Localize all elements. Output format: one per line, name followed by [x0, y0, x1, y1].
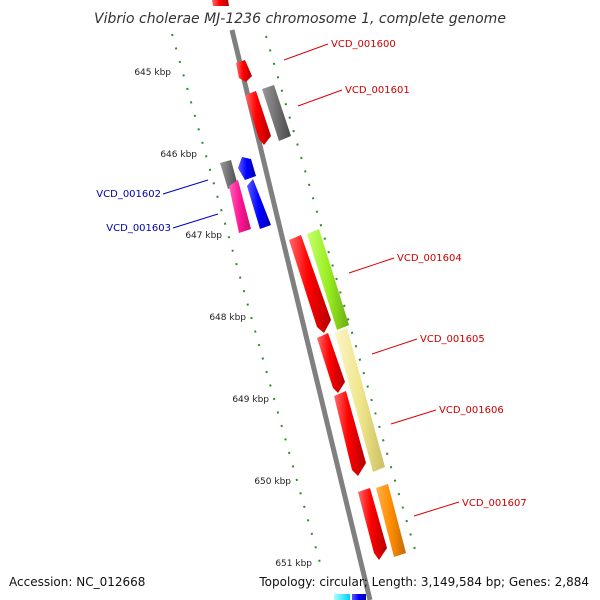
callout-line-vcd-001604 [348, 257, 395, 274]
tick-label-647: 647 kbp [185, 231, 222, 241]
callout-line-vcd-001600 [283, 43, 329, 61]
gene-label-vcd-001603[interactable]: VCD_001603 [106, 223, 171, 234]
callout-line-vcd-001603 [172, 213, 219, 229]
gene-feature-vcd-001601-neighbor [262, 85, 291, 141]
gene-feature-vcd-001602[interactable] [238, 157, 256, 180]
tick-label-651: 651 kbp [275, 559, 312, 569]
gene-label-vcd-001602[interactable]: VCD_001602 [96, 189, 161, 200]
gene-label-vcd-001606[interactable]: VCD_001606 [439, 405, 504, 416]
map-title: Vibrio cholerae MJ-1236 chromosome 1, co… [94, 11, 506, 27]
callout-line-vcd-001605 [371, 338, 418, 355]
gene-feature-partial-bottom-blue [352, 594, 366, 600]
gene-feature-gray-minus [220, 160, 238, 189]
gene-label-vcd-001600[interactable]: VCD_001600 [331, 39, 396, 50]
tick-label-650: 650 kbp [254, 477, 291, 487]
gene-label-vcd-001604[interactable]: VCD_001604 [397, 253, 462, 264]
gene-feature-vcd-001600[interactable] [236, 60, 252, 82]
tick-label-645: 645 kbp [134, 68, 171, 78]
gene-feature-khaki [335, 328, 385, 472]
callout-line-vcd-001601 [297, 89, 343, 107]
gene-label-vcd-001607[interactable]: VCD_001607 [462, 498, 527, 509]
accession-text: Accession: NC_012668 [9, 575, 145, 589]
tick-label-646: 646 kbp [160, 150, 197, 160]
callout-line-vcd-001606 [390, 409, 437, 425]
gene-feature-vcd-001601[interactable] [245, 91, 271, 145]
tick-label-649: 649 kbp [232, 395, 269, 405]
gene-feature-vcd-001604-red [289, 235, 331, 333]
callout-line-vcd-001602 [162, 179, 209, 195]
tick-label-648: 648 kbp [209, 313, 246, 323]
gene-feature-vcd-001607[interactable] [358, 488, 387, 560]
inner-ring-guide [171, 33, 323, 571]
gene-label-vcd-001605[interactable]: VCD_001605 [420, 334, 485, 345]
gene-feature-partial-top [212, 0, 229, 6]
callout-line-vcd-001607 [413, 501, 460, 517]
gene-feature-vcd-001603[interactable] [229, 180, 251, 233]
gene-feature-vcd-001606[interactable] [334, 391, 366, 476]
gene-label-vcd-001601[interactable]: VCD_001601 [345, 85, 410, 96]
topology-text: Topology: circular; Length: 3,149,584 bp… [258, 575, 589, 589]
gene-feature-vcd-001604[interactable] [307, 229, 349, 330]
gene-feature-vcd-001605[interactable] [317, 333, 345, 393]
gene-feature-blue-minus [247, 179, 271, 229]
gene-feature-orange [376, 484, 406, 557]
gene-feature-partial-bottom-cyan [334, 594, 350, 600]
